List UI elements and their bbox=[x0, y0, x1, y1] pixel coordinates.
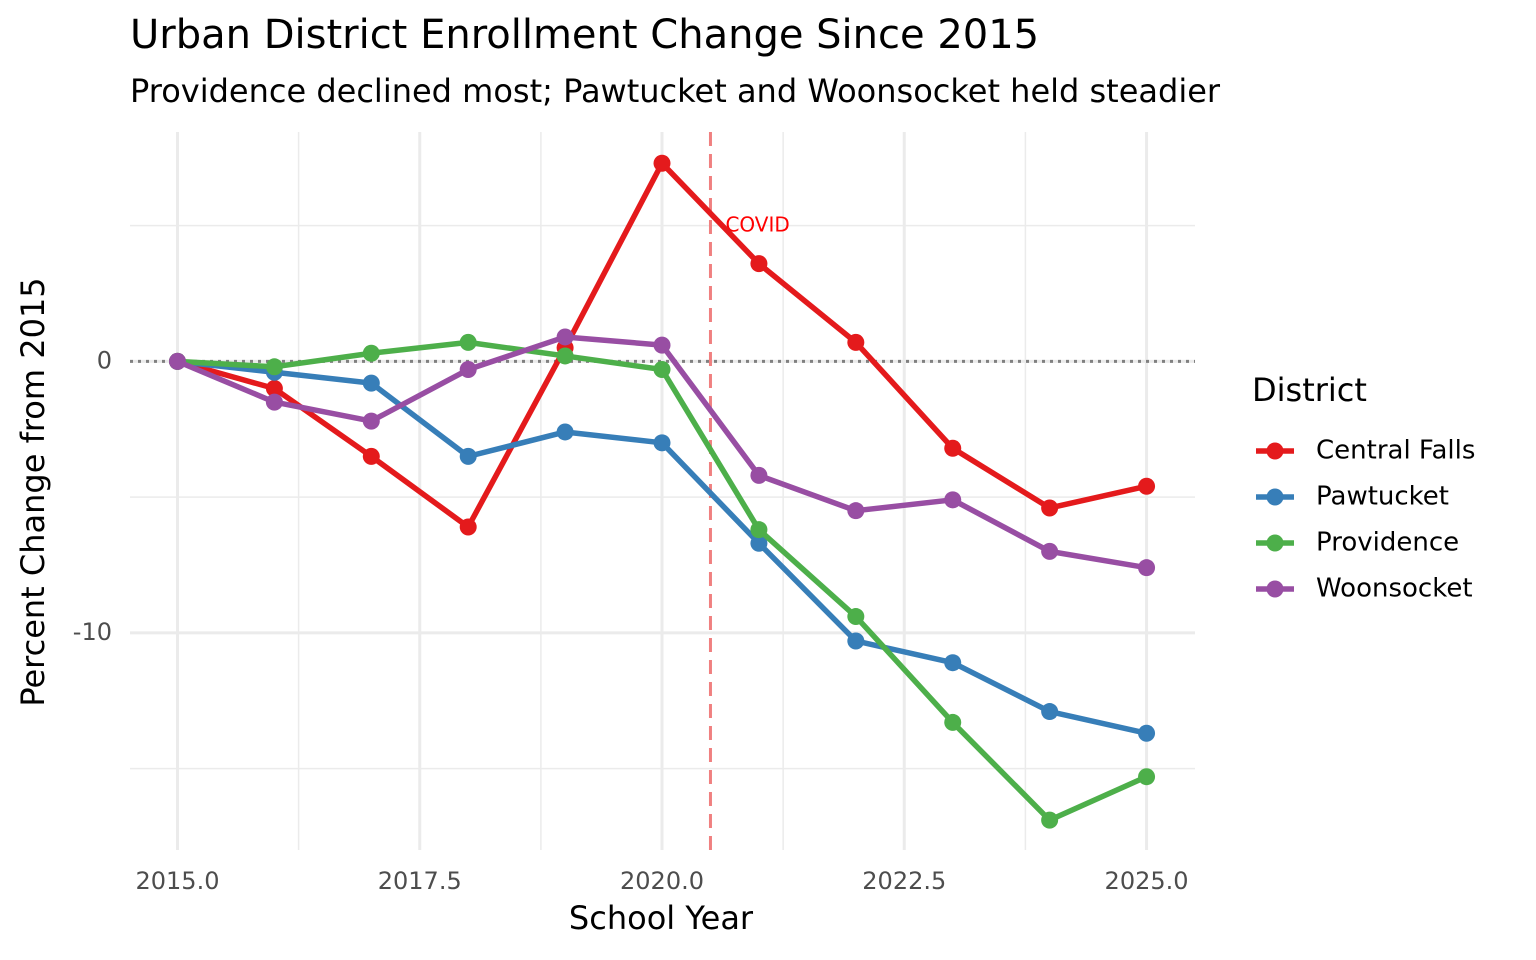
legend-label: Pawtucket bbox=[1316, 482, 1449, 512]
data-point bbox=[1041, 811, 1059, 829]
data-point bbox=[1138, 559, 1156, 577]
data-point bbox=[1041, 703, 1059, 721]
data-point bbox=[265, 358, 283, 376]
data-point bbox=[847, 333, 865, 351]
data-point bbox=[556, 423, 574, 441]
data-point bbox=[265, 393, 283, 411]
data-point bbox=[750, 521, 768, 539]
data-point bbox=[653, 336, 671, 354]
data-point bbox=[847, 608, 865, 626]
data-point bbox=[362, 447, 380, 465]
legend-label: Woonsocket bbox=[1316, 574, 1473, 604]
data-point bbox=[653, 361, 671, 379]
data-point bbox=[944, 713, 962, 731]
data-point bbox=[459, 447, 477, 465]
x-axis-label: School Year bbox=[569, 899, 754, 937]
legend-title: District bbox=[1252, 371, 1367, 409]
data-point bbox=[556, 328, 574, 346]
data-point bbox=[1041, 499, 1059, 517]
legend-label: Providence bbox=[1316, 528, 1459, 558]
data-point bbox=[362, 344, 380, 362]
legend-swatch-point bbox=[1266, 488, 1284, 506]
legend-swatch-point bbox=[1266, 580, 1284, 598]
data-point bbox=[459, 518, 477, 536]
legend-label: Central Falls bbox=[1316, 436, 1475, 466]
data-point bbox=[944, 491, 962, 509]
data-point bbox=[265, 380, 283, 398]
data-point bbox=[362, 412, 380, 430]
annotation: COVID bbox=[725, 213, 789, 237]
data-point bbox=[362, 374, 380, 392]
data-point bbox=[847, 632, 865, 650]
y-tick-label: 0 bbox=[97, 346, 112, 374]
data-point bbox=[750, 534, 768, 552]
data-point bbox=[1138, 768, 1156, 786]
chart-title: Urban District Enrollment Change Since 2… bbox=[130, 12, 1039, 58]
data-point bbox=[556, 347, 574, 365]
x-tick-label: 2015.0 bbox=[135, 867, 219, 895]
x-tick-label: 2022.5 bbox=[862, 867, 946, 895]
data-point bbox=[168, 352, 186, 370]
y-tick-label: -10 bbox=[73, 618, 112, 646]
data-point bbox=[944, 439, 962, 457]
x-tick-label: 2017.5 bbox=[378, 867, 462, 895]
x-tick-label: 2025.0 bbox=[1105, 867, 1189, 895]
data-point bbox=[1041, 542, 1059, 560]
y-axis-label: Percent Change from 2015 bbox=[14, 277, 52, 706]
data-point bbox=[847, 502, 865, 520]
legend-swatch-point bbox=[1266, 534, 1284, 552]
chart-subtitle: Providence declined most; Pawtucket and … bbox=[130, 72, 1221, 110]
data-point bbox=[750, 466, 768, 484]
data-point bbox=[1138, 477, 1156, 495]
x-tick-label: 2020.0 bbox=[620, 867, 704, 895]
data-point bbox=[653, 434, 671, 452]
data-point bbox=[459, 361, 477, 379]
data-point bbox=[1138, 724, 1156, 742]
legend-swatch-point bbox=[1266, 442, 1284, 460]
data-point bbox=[944, 654, 962, 672]
data-point bbox=[459, 333, 477, 351]
data-point bbox=[750, 255, 768, 273]
data-point bbox=[653, 154, 671, 172]
